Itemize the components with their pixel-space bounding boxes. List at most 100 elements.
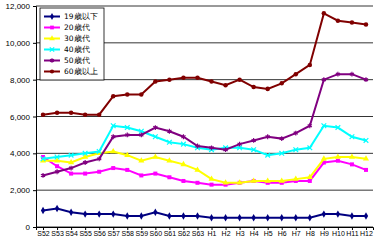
marker <box>238 142 242 147</box>
legend-entry: 60歳以上 <box>44 67 98 76</box>
marker <box>209 145 213 150</box>
x-tick: S58 <box>122 227 135 237</box>
marker <box>237 214 241 221</box>
marker <box>350 134 355 139</box>
marker <box>83 160 87 165</box>
marker <box>97 156 101 161</box>
tick-label: 10,000 <box>6 39 31 48</box>
legend-frame <box>40 8 104 80</box>
marker <box>209 79 214 84</box>
marker <box>83 172 87 176</box>
tick-label: 12,000 <box>6 2 31 11</box>
marker <box>223 214 227 221</box>
marker <box>181 179 185 183</box>
legend: 19歳以下20歳代30歳代40歳代50歳代60歳以上 <box>40 8 104 80</box>
legend-marker <box>49 35 55 40</box>
marker <box>208 176 214 181</box>
x-tick: S53 <box>51 227 64 237</box>
marker <box>308 63 313 68</box>
marker <box>364 77 368 82</box>
marker <box>294 72 299 77</box>
series <box>41 72 368 178</box>
marker <box>322 11 327 16</box>
marker <box>125 212 129 219</box>
series <box>41 155 368 187</box>
x-tick: H3 <box>236 227 245 237</box>
marker <box>223 83 228 88</box>
tick-label: H9 <box>320 230 329 237</box>
tick-mark <box>33 43 36 44</box>
tick-label: H5 <box>264 230 273 237</box>
marker <box>69 166 73 171</box>
tick-label: 2,000 <box>10 186 31 195</box>
legend-entry: 20歳代 <box>44 23 90 32</box>
legend-swatch <box>44 27 60 29</box>
legend-label: 19歳以下 <box>64 12 98 21</box>
tick-label: S55 <box>79 230 92 237</box>
marker <box>321 155 327 160</box>
tick-label: S56 <box>93 230 106 237</box>
tick-label: S52 <box>37 230 50 237</box>
marker <box>153 79 158 84</box>
marker <box>125 168 129 172</box>
marker <box>195 212 199 219</box>
marker <box>180 161 186 166</box>
marker <box>69 172 73 176</box>
x-tick: S63 <box>192 227 205 237</box>
tick-label: S62 <box>178 230 191 237</box>
tick-label: 4,000 <box>10 149 31 158</box>
x-tick: S57 <box>107 227 120 237</box>
tick-label: S57 <box>107 230 120 237</box>
marker <box>251 177 257 182</box>
marker <box>125 125 130 130</box>
marker <box>280 136 284 141</box>
tick-label: S59 <box>136 230 149 237</box>
tick-label: H2 <box>222 230 231 237</box>
tick-mark <box>33 80 36 81</box>
legend-label: 30歳代 <box>64 34 90 43</box>
marker <box>55 164 59 168</box>
grid-line <box>36 6 373 7</box>
marker <box>336 18 341 23</box>
tick-label: S53 <box>51 230 64 237</box>
marker <box>322 77 326 82</box>
legend-marker <box>50 69 54 73</box>
marker <box>350 72 354 77</box>
marker <box>308 214 312 221</box>
x-tick: S62 <box>178 227 191 237</box>
marker <box>55 169 59 174</box>
y-tick: 0 <box>26 223 36 232</box>
marker <box>111 210 115 217</box>
x-tick: H9 <box>320 227 329 237</box>
marker <box>364 138 369 143</box>
tick-label: H10 <box>332 230 345 237</box>
marker <box>41 112 46 117</box>
x-tick: S61 <box>164 227 177 237</box>
legend-label: 20歳代 <box>64 23 90 32</box>
marker <box>265 177 271 182</box>
y-tick: 12,000 <box>6 2 36 11</box>
marker <box>181 76 186 81</box>
marker <box>167 77 172 82</box>
marker <box>195 181 199 185</box>
marker <box>97 112 102 117</box>
marker <box>194 166 200 171</box>
marker <box>55 205 59 212</box>
marker <box>166 157 172 162</box>
x-tick: H7 <box>292 227 301 237</box>
plot: 02,0004,0006,0008,00010,00012,000S52S53S… <box>6 2 374 237</box>
x-tick: H10 <box>332 227 345 237</box>
marker <box>308 179 312 183</box>
x-tick: H1 <box>208 227 217 237</box>
marker <box>41 157 46 162</box>
marker <box>265 87 270 92</box>
y-axis: 02,0004,0006,0008,00010,00012,000 <box>6 2 37 232</box>
marker <box>350 20 355 25</box>
marker <box>111 94 116 99</box>
y-tick: 6,000 <box>10 113 36 122</box>
legend-entry: 30歳代 <box>44 34 90 43</box>
tick-label: 6,000 <box>10 113 31 122</box>
tick-label: H7 <box>292 230 301 237</box>
marker <box>279 151 284 156</box>
tick-mark <box>33 190 36 191</box>
